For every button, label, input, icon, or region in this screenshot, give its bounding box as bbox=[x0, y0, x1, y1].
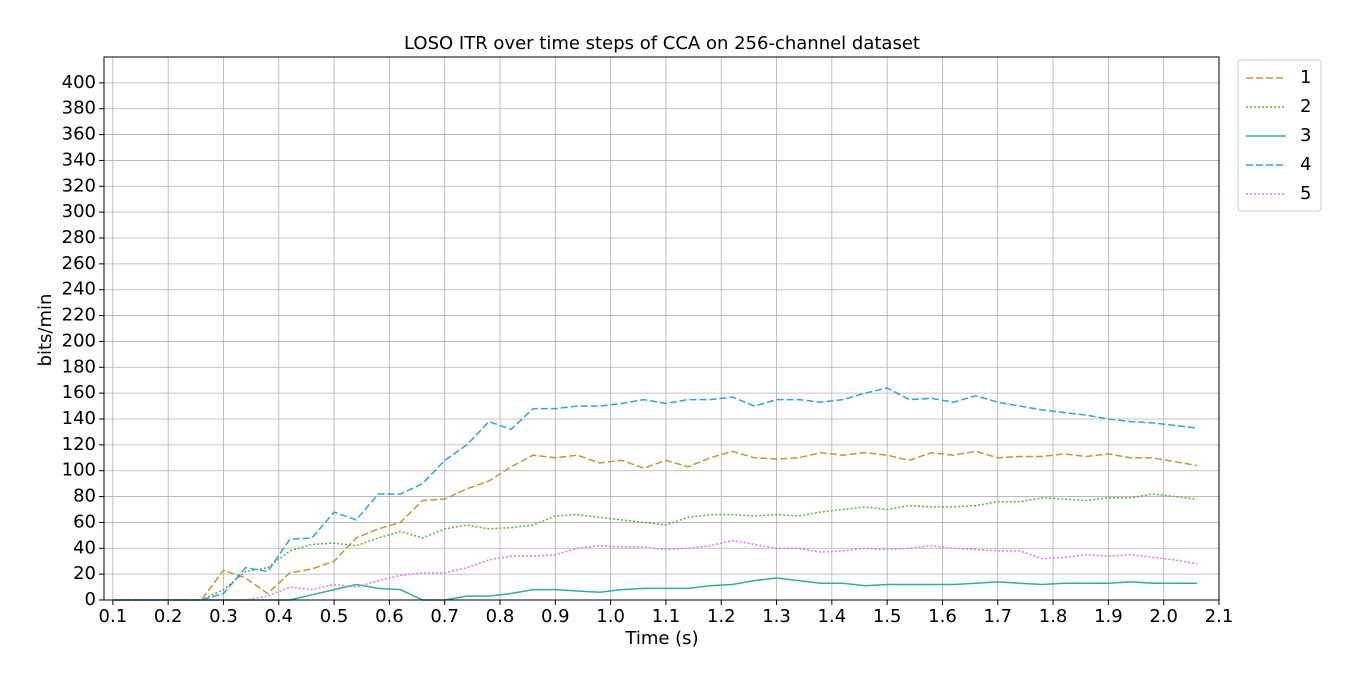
legend-label: 4 bbox=[1300, 154, 1311, 175]
y-tick-label: 160 bbox=[62, 382, 96, 403]
x-tick-label: 0.7 bbox=[430, 606, 459, 627]
y-tick-label: 80 bbox=[73, 486, 96, 507]
y-tick-label: 300 bbox=[62, 201, 96, 222]
series-line bbox=[112, 387, 1197, 601]
y-tick-label: 20 bbox=[73, 563, 96, 584]
plot-frame bbox=[103, 56, 1220, 601]
x-tick-label: 0.5 bbox=[320, 606, 349, 627]
x-tick-label: 0.2 bbox=[154, 606, 183, 627]
x-tick-label: 0.3 bbox=[209, 606, 238, 627]
chart-title: LOSO ITR over time steps of CCA on 256-c… bbox=[404, 33, 920, 54]
y-tick-label: 280 bbox=[62, 227, 96, 248]
y-tick-label: 140 bbox=[62, 408, 96, 429]
legend-label: 2 bbox=[1300, 96, 1311, 117]
x-tick-label: 1.3 bbox=[762, 606, 791, 627]
x-tick-label: 1.6 bbox=[928, 606, 957, 627]
y-tick-label: 60 bbox=[73, 511, 96, 532]
y-tick-label: 400 bbox=[62, 72, 96, 93]
x-tick-label: 1.9 bbox=[1094, 606, 1123, 627]
x-tick-label: 0.8 bbox=[486, 606, 515, 627]
y-axis-label: bits/min bbox=[35, 294, 56, 367]
y-tick-label: 360 bbox=[62, 124, 96, 145]
x-tick-label: 0.1 bbox=[99, 606, 128, 627]
x-tick-label: 1.0 bbox=[596, 606, 625, 627]
x-tick-label: 2.1 bbox=[1205, 606, 1234, 627]
x-tick-label: 0.9 bbox=[541, 606, 570, 627]
x-axis-label: Time (s) bbox=[624, 628, 698, 649]
series-line bbox=[112, 539, 1198, 601]
series-line bbox=[112, 577, 1197, 601]
legend-label: 3 bbox=[1300, 125, 1311, 146]
x-tick-label: 1.1 bbox=[652, 606, 681, 627]
x-tick-label: 1.4 bbox=[818, 606, 847, 627]
y-tick-label: 0 bbox=[85, 589, 96, 610]
y-tick-label: 260 bbox=[62, 253, 96, 274]
y-tick-label: 180 bbox=[62, 356, 96, 377]
y-tick-label: 320 bbox=[62, 175, 96, 196]
y-tick-label: 200 bbox=[62, 330, 96, 351]
y-tick-label: 120 bbox=[62, 434, 96, 455]
x-tick-label: 0.4 bbox=[264, 606, 293, 627]
series-line bbox=[112, 450, 1198, 601]
legend-label: 5 bbox=[1300, 183, 1311, 204]
y-tick-label: 340 bbox=[62, 149, 96, 170]
x-tick-label: 2.0 bbox=[1149, 606, 1178, 627]
x-tick-label: 0.6 bbox=[375, 606, 404, 627]
y-tick-label: 240 bbox=[62, 279, 96, 300]
y-tick-label: 220 bbox=[62, 305, 96, 326]
x-tick-label: 1.5 bbox=[873, 606, 902, 627]
y-tick-label: 100 bbox=[62, 460, 96, 481]
x-tick-label: 1.8 bbox=[1039, 606, 1068, 627]
y-tick-label: 40 bbox=[73, 537, 96, 558]
x-tick-label: 1.7 bbox=[983, 606, 1012, 627]
legend-label: 1 bbox=[1300, 67, 1311, 88]
y-tick-label: 380 bbox=[62, 98, 96, 119]
x-tick-label: 1.2 bbox=[707, 606, 736, 627]
